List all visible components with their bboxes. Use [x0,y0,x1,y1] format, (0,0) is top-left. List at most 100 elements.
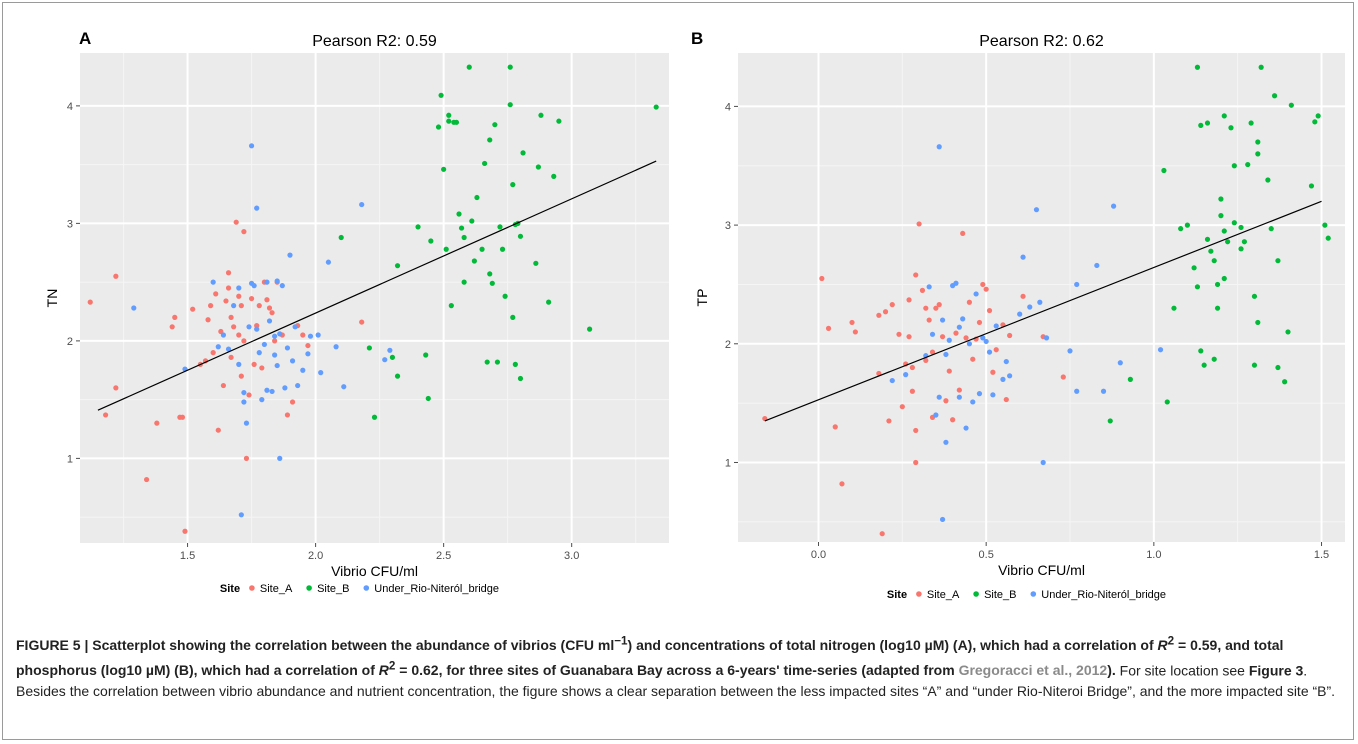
legend: Site Site_A Site_B Under_Rio-Niteról_bridge [220,583,499,595]
data-point [453,119,460,125]
data-point [939,516,946,523]
data-point [919,287,926,293]
data-point [446,118,452,124]
data-point [936,302,942,308]
figure-reference[interactable]: Figure 3 [1248,662,1304,679]
data-point [289,399,296,405]
data-point [1228,125,1234,131]
data-point [983,286,989,292]
data-point [461,279,467,285]
data-point [238,512,244,518]
data-point [261,341,267,348]
data-point [1255,139,1261,145]
x-tick-label: 1.5 [180,550,195,562]
data-point [1194,284,1201,290]
y-tick-label: 3 [725,220,731,232]
data-point [243,455,250,461]
data-point [482,160,488,167]
data-point [441,166,447,172]
data-point [277,331,283,337]
data-point [251,283,257,289]
panel-a: A Pearson R2: 0.59 1.5 2.0 2.5 3.0 1 2 3 4 Vibrio … [2,0,682,620]
data-point [251,361,257,367]
data-point [1255,319,1261,326]
data-point [428,238,434,244]
data-point [233,219,239,225]
figure-caption: FIGURE 5 | Scatterplot showing the corre… [16,634,1336,700]
data-point [849,319,855,326]
citation-link[interactable]: Gregoracci et al., 2012 [958,662,1108,679]
data-point [228,314,234,320]
legend-key-Site_A [916,591,922,597]
scatter-chart-a: A Pearson R2: 0.59 1.5 2.0 2.5 3.0 1 2 3 4 Vibrio … [44,29,669,595]
data-point [933,305,939,311]
data-point [172,314,178,320]
data-point [325,259,332,265]
data-point [241,338,247,344]
data-point [936,394,942,400]
data-point [182,528,188,534]
data-point [1094,262,1100,269]
data-point [246,392,252,398]
data-point [953,280,959,286]
chart-title: Pearson R2: 0.59 [312,33,437,50]
data-point [913,272,919,278]
data-point [241,389,247,396]
data-point [1251,293,1258,299]
data-point [1007,332,1013,339]
data-point [556,118,562,124]
data-point [259,397,265,403]
data-point [423,352,429,358]
data-point [1282,379,1288,385]
data-point [494,359,501,365]
data-point [287,252,293,258]
data-point [394,373,401,379]
data-point [269,310,275,316]
data-point [484,359,490,365]
data-point [246,324,252,330]
data-point [266,318,273,324]
data-point [1218,213,1224,219]
data-point [225,346,232,352]
data-point [950,417,956,423]
series-Under_Rio-Niteról_bridge [889,144,1164,523]
data-point [103,412,109,418]
data-point [960,230,966,237]
data-point [210,350,216,356]
data-point [274,278,280,284]
data-point [1020,254,1026,260]
data-point [923,357,929,364]
data-point [1208,248,1214,254]
y-tick-label: 3 [67,218,73,230]
data-point [1037,299,1043,305]
data-point [238,373,244,379]
y-axis-label: TP [694,289,710,307]
data-point [1211,258,1217,264]
data-point [1201,362,1207,368]
legend-label: Site_B [984,589,1016,601]
data-point [282,385,288,391]
data-point [535,164,541,170]
data-point [916,221,922,227]
legend-title: Site [887,589,907,601]
legend-key-Site_B [973,591,979,597]
data-point [966,341,972,347]
data-point [333,344,339,350]
data-point [394,263,401,269]
data-point [220,382,227,389]
data-point [1214,281,1221,288]
y-tick-label: 4 [725,101,731,113]
series-Site_A [762,221,1066,537]
data-point [1017,311,1023,317]
data-point [243,420,250,426]
data-point [471,258,477,264]
data-point [248,143,255,149]
panel-b: B Pearson R2: 0.62 0.0 0.5 1.0 1.5 1 2 3 4 Vibrio … [683,0,1355,620]
data-point [1043,335,1050,341]
legend: Site Site_A Site_B Under_Rio-Niteról_bridge [887,589,1166,601]
panel-letter: B [691,29,703,48]
data-point [492,122,498,128]
data-point [359,201,365,208]
data-point [546,299,552,305]
data-point [1315,113,1321,119]
